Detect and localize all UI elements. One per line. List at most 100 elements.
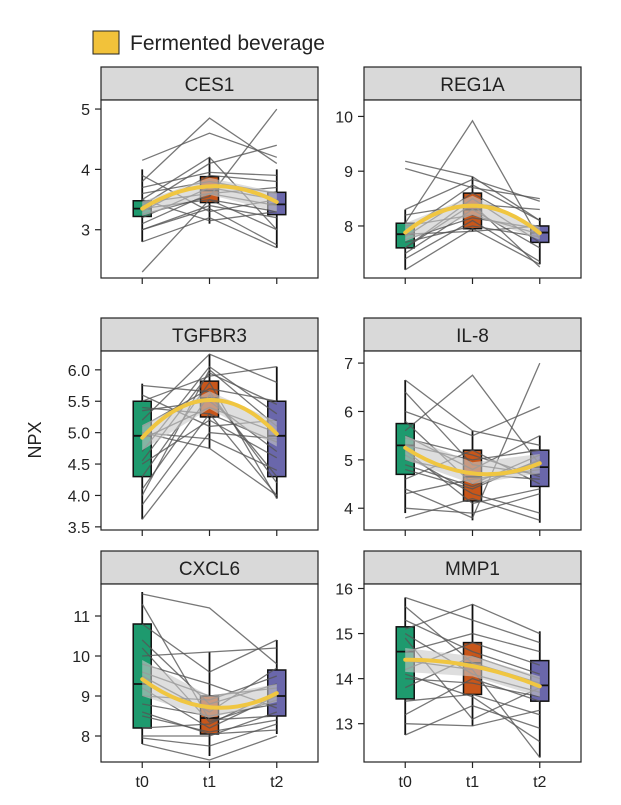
subject-line (404, 362, 541, 519)
subject-line (141, 144, 277, 207)
panels: CES1 3 4 5 REG1A 8 9 10 TGFBR3 3.5 4.0 4.5 5.0 5.5 6.0… (68, 66, 582, 791)
subject-line (404, 619, 541, 675)
panel-title: TGFBR3 (172, 326, 247, 347)
panel-mmp1: MMP1 13 14 15 16 t0 t1 t2 (335, 550, 582, 791)
y-tick-label: 11 (73, 609, 90, 626)
subject-line (141, 368, 278, 496)
x-tick-label: t2 (533, 774, 546, 791)
subject-line (405, 160, 541, 222)
subject-line (141, 353, 278, 421)
subject-line (142, 593, 278, 665)
subject-line (404, 705, 541, 736)
subject-line (404, 219, 541, 263)
subject-line (142, 207, 278, 246)
y-tick-label: 8 (344, 219, 353, 236)
mean-band (142, 391, 277, 451)
subject-line (142, 171, 277, 189)
y-tick-label: 3 (81, 223, 90, 240)
legend-label: Fermented beverage (130, 32, 325, 55)
subject-line (404, 603, 541, 635)
mean-line (140, 677, 279, 710)
y-tick-label: 9 (81, 689, 90, 706)
subject-line (405, 632, 540, 653)
y-tick-label: 8 (81, 729, 90, 746)
mean-line (140, 397, 279, 440)
panel-cxcl6: CXCL6 8 9 10 11 t0 t1 t2 (72, 550, 319, 791)
y-tick-label: 14 (335, 672, 353, 689)
subject-line (141, 603, 277, 721)
x-tick-label: t1 (203, 774, 216, 791)
legend-swatch (92, 30, 120, 55)
subject-line (404, 374, 541, 466)
y-tick-label: 5.0 (68, 426, 90, 443)
panel-title: MMP1 (445, 559, 500, 580)
x-tick-label: t2 (270, 774, 283, 791)
y-tick-label: 4.0 (68, 488, 90, 505)
y-tick-label: 6.0 (68, 363, 90, 380)
panel-header (100, 66, 319, 101)
subject-line (142, 431, 278, 497)
subject-line (141, 204, 277, 231)
panel-ces1: CES1 3 4 5 (81, 66, 319, 284)
panel-title: IL-8 (456, 326, 489, 347)
subject-line (141, 623, 278, 673)
subject-line (404, 178, 541, 211)
subject-line (405, 693, 540, 716)
subject-line (405, 493, 540, 514)
panel-il-8: IL-8 4 5 6 7 (344, 317, 582, 536)
y-tick-label: 5.5 (68, 394, 90, 411)
y-axis-label: NPX (25, 421, 45, 458)
panel-header (100, 317, 319, 352)
subject-line (404, 596, 541, 644)
subject-line (405, 167, 540, 200)
y-tick-label: 13 (335, 717, 353, 734)
subject-line (405, 677, 540, 698)
x-tick-label: t0 (399, 774, 412, 791)
panel-header (363, 317, 582, 352)
x-tick-label: t1 (466, 774, 479, 791)
y-tick-label: 6 (344, 404, 353, 421)
y-tick-label: 15 (335, 627, 353, 644)
y-tick-label: 4 (81, 162, 90, 179)
y-tick-label: 16 (335, 582, 353, 599)
panel-title: REG1A (440, 75, 505, 96)
subject-line (142, 715, 277, 733)
y-tick-label: 10 (335, 109, 353, 126)
panel-tgfbr3: TGFBR3 3.5 4.0 4.5 5.0 5.5 6.0 (68, 317, 319, 537)
subject-line (404, 673, 541, 743)
subject-line (141, 216, 278, 249)
y-tick-label: 9 (344, 164, 353, 181)
mean-line (403, 657, 542, 689)
subject-line (142, 647, 277, 657)
subject-line (142, 735, 278, 761)
mean-line (403, 203, 542, 236)
y-tick-label: 3.5 (68, 520, 90, 537)
panel-reg1a: REG1A 8 9 10 (335, 66, 582, 284)
panel-title: CXCL6 (179, 559, 240, 580)
legend: Fermented beverage (92, 30, 325, 55)
mean-line (403, 445, 542, 477)
subject-line (405, 497, 540, 521)
subject-line (142, 723, 278, 747)
subject-line (141, 419, 278, 465)
subject-line (405, 709, 540, 727)
subject-line (404, 677, 541, 716)
subject-line (404, 227, 541, 271)
subject-line (142, 711, 278, 737)
subject-line (405, 225, 540, 244)
subject-line (141, 431, 277, 520)
panel-header (363, 550, 582, 585)
panel-title: CES1 (185, 75, 235, 96)
subject-line (404, 119, 541, 241)
y-tick-label: 7 (344, 356, 353, 373)
y-tick-label: 4 (344, 501, 353, 518)
subject-line (404, 379, 540, 446)
subject-line (141, 132, 278, 161)
subject-line (141, 117, 278, 182)
panel-header (100, 550, 319, 585)
mean-line (140, 184, 279, 211)
y-tick-label: 5 (344, 453, 353, 470)
y-tick-label: 4.5 (68, 457, 90, 474)
x-tick-label: t0 (136, 774, 149, 791)
